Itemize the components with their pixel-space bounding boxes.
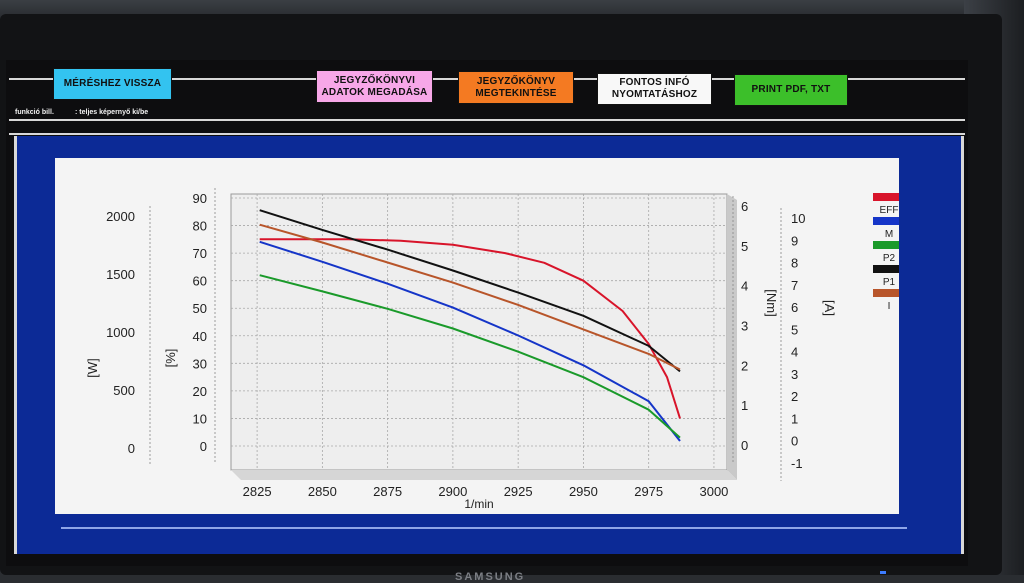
- print-pdf-txt-label: PRINT PDF, TXT: [751, 84, 831, 95]
- back-to-measurement-label: MÉRÉSHEZ VISSZA: [63, 78, 162, 89]
- y-tick-label-Nm: 2: [741, 358, 748, 373]
- y-tick-label-pct: 40: [193, 329, 207, 344]
- y-axis-label-A: [A]: [822, 300, 837, 316]
- chart-card: 2825 2850 2875 2900 2925 2950 2975 3000 1/min 200…: [55, 158, 905, 514]
- legend-swatch-m: [873, 217, 905, 225]
- legend-label-p1: P1: [883, 277, 896, 288]
- y-tick-label-W: 1500: [106, 267, 135, 282]
- legend-label-m: M: [885, 229, 893, 240]
- y-tick-label-W: 1000: [106, 325, 135, 340]
- y-tick-label-pct: 10: [193, 411, 207, 426]
- y-tick-label-Nm: 1: [741, 398, 748, 413]
- y-tick-label-A: 2: [791, 389, 798, 404]
- legend-label-i: I: [888, 301, 891, 312]
- legend-label-p2: P2: [883, 253, 896, 264]
- protocol-data-entry-label-line1: JEGYZŐKÖNYVI: [333, 74, 416, 86]
- app-window: MÉRÉSHEZ VISSZA JEGYZŐKÖNYVI ADATOK MEGA…: [6, 60, 968, 566]
- y-tick-label-A: 1: [791, 411, 798, 426]
- y-tick-label-A: 0: [791, 434, 798, 449]
- status-strip: [61, 527, 907, 529]
- y-tick-label-A: 6: [791, 300, 798, 315]
- view-protocol-button[interactable]: JEGYZŐKÖNYV MEGTEKINTÉSE: [458, 71, 574, 104]
- back-to-measurement-button[interactable]: MÉRÉSHEZ VISSZA: [53, 68, 172, 100]
- y-tick-label-A: 4: [791, 345, 798, 360]
- y-tick-label-pct: 70: [193, 246, 207, 261]
- monitor-bezel: MÉRÉSHEZ VISSZA JEGYZŐKÖNYVI ADATOK MEGA…: [0, 14, 1002, 583]
- y-tick-label-pct: 80: [193, 219, 207, 234]
- legend-swatch-eff: [873, 193, 905, 201]
- series-line-p1: [259, 209, 681, 373]
- toolbar-divider: [9, 119, 965, 121]
- y-tick-label-Nm: 5: [741, 239, 748, 254]
- plot-shadow-bottom: [231, 470, 737, 480]
- y-tick-label-A: 8: [791, 256, 798, 271]
- protocol-data-entry-label-line2: ADATOK MEGADÁSA: [321, 86, 428, 98]
- y-tick-label-A: 5: [791, 322, 798, 337]
- series-line-p2: [259, 274, 681, 439]
- x-tick-label: 2975: [634, 484, 663, 499]
- monitor-brand-logo: SAMSUNG: [455, 571, 526, 583]
- y-tick-label-pct: 60: [193, 274, 207, 289]
- legend-swatch-p1: [873, 265, 905, 273]
- x-axis-label: 1/min: [464, 497, 493, 511]
- y-axis-label-pct: [%]: [163, 349, 178, 368]
- fullscreen-hint: : teljes képernyő ki/be: [75, 109, 149, 116]
- performance-chart: 2825 2850 2875 2900 2925 2950 2975 30001/min200…: [85, 188, 905, 511]
- y-tick-label-Nm: 0: [741, 438, 748, 453]
- x-tick-label: 2950: [569, 484, 598, 499]
- panel-top-border: [9, 133, 965, 135]
- y-tick-label-A: 3: [791, 367, 798, 382]
- print-info-button[interactable]: FONTOS INFÓ NYOMTATÁSHOZ: [597, 73, 712, 105]
- y-tick-label-pct: 0: [200, 439, 207, 454]
- plot-shadow-right: [727, 194, 737, 480]
- plot-area: [230, 193, 728, 471]
- print-info-label-line2: NYOMTATÁSHOZ: [611, 89, 698, 100]
- legend-swatch-i: [873, 289, 905, 297]
- protocol-data-entry-button[interactable]: JEGYZŐKÖNYVI ADATOK MEGADÁSA: [316, 70, 433, 103]
- power-led: [880, 571, 886, 574]
- function-key-hint: funkció bill.: [15, 109, 54, 116]
- x-tick-label: 3000: [699, 484, 728, 499]
- y-tick-label-Nm: 6: [741, 199, 748, 214]
- legend-swatch-p2: [873, 241, 905, 249]
- y-tick-label-W: 0: [128, 441, 135, 456]
- y-tick-label-A: 9: [791, 233, 798, 248]
- y-tick-label-A: 10: [791, 211, 805, 226]
- x-tick-label: 2925: [504, 484, 533, 499]
- y-axis-label-Nm: [Nm]: [764, 289, 779, 316]
- x-tick-label: 2875: [373, 484, 402, 499]
- print-pdf-txt-button[interactable]: PRINT PDF, TXT: [734, 74, 848, 106]
- y-tick-label-pct: 30: [193, 356, 207, 371]
- y-axis-label-W: [W]: [85, 358, 100, 378]
- y-tick-label-W: 500: [113, 383, 135, 398]
- y-tick-label-pct: 90: [193, 191, 207, 206]
- x-tick-label: 2900: [438, 484, 467, 499]
- legend-label-eff: EFF: [880, 205, 899, 216]
- view-protocol-label-line2: MEGTEKINTÉSE: [475, 87, 557, 99]
- y-tick-label-pct: 50: [193, 301, 207, 316]
- x-tick-label: 2825: [243, 484, 272, 499]
- y-tick-label-pct: 20: [193, 384, 207, 399]
- y-tick-label-A: -1: [791, 456, 803, 471]
- series-line-i: [259, 223, 681, 371]
- series-line-eff: [259, 238, 681, 419]
- y-tick-label-Nm: 4: [741, 279, 748, 294]
- y-tick-label-W: 2000: [106, 209, 135, 224]
- series-line-m: [259, 240, 681, 442]
- print-info-label-line1: FONTOS INFÓ: [619, 77, 690, 88]
- y-tick-label-Nm: 3: [741, 319, 748, 334]
- view-protocol-label-line1: JEGYZŐKÖNYV: [476, 75, 556, 87]
- x-tick-label: 2850: [308, 484, 337, 499]
- y-tick-label-A: 7: [791, 278, 798, 293]
